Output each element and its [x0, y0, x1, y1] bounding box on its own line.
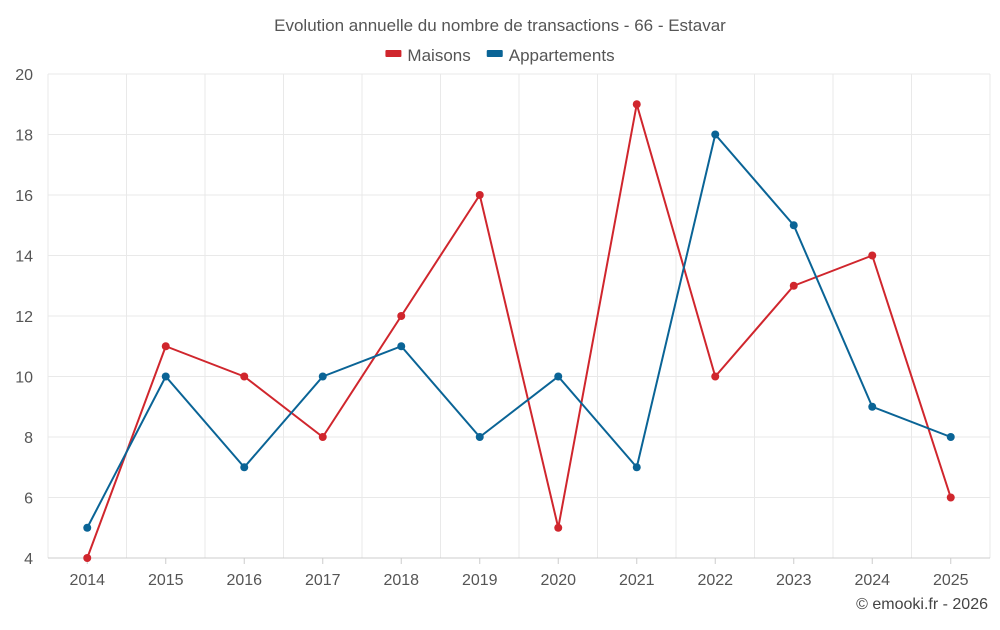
y-tick-label: 8 — [24, 430, 33, 447]
data-point — [161, 372, 170, 381]
x-tick-label: 2025 — [933, 572, 969, 589]
x-tick-label: 2018 — [383, 572, 419, 589]
data-point — [868, 402, 877, 411]
data-point — [789, 281, 798, 290]
x-tick-label: 2020 — [540, 572, 576, 589]
legend-swatch — [385, 50, 402, 57]
x-tick-label: 2015 — [148, 572, 184, 589]
data-point — [240, 372, 249, 381]
series-maisons — [83, 100, 955, 562]
y-tick-label: 16 — [15, 188, 33, 205]
axes — [48, 557, 990, 564]
y-tick-label: 6 — [24, 491, 33, 508]
data-point — [868, 251, 877, 260]
credit-text: © emooki.fr - 2026 — [856, 596, 988, 613]
data-point — [240, 463, 249, 472]
series-line — [86, 133, 952, 529]
data-point — [318, 433, 327, 441]
data-point — [318, 372, 327, 381]
data-point — [711, 372, 720, 381]
data-point — [475, 433, 484, 441]
x-tick-label: 2022 — [697, 572, 733, 589]
legend-label: Appartements — [509, 46, 615, 65]
y-axis-ticks: 4 6 8 10 12 14 16 18 20 — [15, 67, 33, 568]
data-point — [632, 463, 641, 472]
x-tick-label: 2019 — [462, 572, 498, 589]
data-point — [946, 433, 955, 441]
y-tick-label: 14 — [15, 249, 33, 266]
data-point — [554, 372, 563, 381]
legend: Maisons Appartements — [385, 46, 615, 65]
y-tick-label: 18 — [15, 128, 33, 145]
data-point — [789, 221, 798, 230]
y-tick-label: 10 — [15, 370, 33, 387]
series-line — [86, 103, 952, 559]
series-group — [83, 100, 955, 562]
x-tick-label: 2021 — [619, 572, 655, 589]
x-tick-label: 2023 — [776, 572, 812, 589]
data-point — [632, 100, 641, 109]
data-point — [554, 523, 563, 532]
data-point — [83, 554, 92, 562]
x-axis-ticks: 2014 2015 2016 2017 2018 2019 2020 2021 2022 2023… — [69, 572, 968, 589]
series-appartements — [83, 130, 955, 532]
x-tick-label: 2017 — [305, 572, 341, 589]
data-point — [397, 312, 406, 320]
legend-label: Maisons — [407, 46, 470, 65]
data-point — [711, 130, 720, 139]
data-point — [83, 523, 92, 532]
data-point — [475, 191, 484, 199]
y-tick-label: 20 — [15, 67, 33, 84]
x-tick-label: 2024 — [854, 572, 890, 589]
data-point — [161, 342, 170, 351]
x-tick-label: 2016 — [226, 572, 262, 589]
legend-swatch — [486, 50, 503, 57]
y-tick-label: 12 — [15, 309, 33, 326]
chart-title: Evolution annuelle du nombre de transact… — [274, 16, 726, 35]
data-point — [946, 493, 955, 502]
gridlines — [47, 73, 991, 558]
y-tick-label: 4 — [24, 551, 33, 568]
data-point — [397, 342, 406, 351]
x-tick-label: 2014 — [69, 572, 105, 589]
